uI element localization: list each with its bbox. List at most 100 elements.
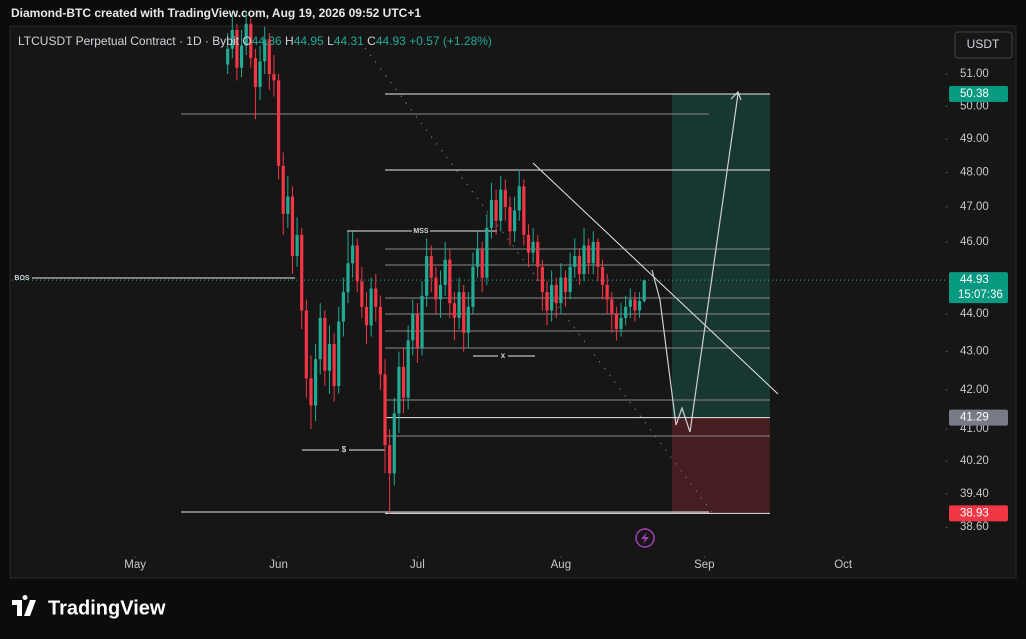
candle-body: [360, 281, 364, 307]
entry-tag: 41.29: [960, 412, 989, 424]
y-tick-label: 50.00: [960, 100, 989, 112]
candle-body: [346, 263, 350, 293]
candle-body: [573, 256, 577, 267]
candle-body: [323, 317, 327, 371]
candle-body: [605, 284, 609, 300]
candle-body: [434, 277, 438, 300]
candle-body: [526, 234, 531, 253]
candle-body: [383, 374, 387, 446]
legend-part: 44.93: [376, 34, 406, 48]
stop-tag: 38.93: [960, 507, 989, 519]
candle-body: [272, 74, 276, 81]
candle-body: [397, 366, 401, 414]
candle-body: [249, 23, 253, 59]
candle-body: [332, 344, 336, 387]
candle-body: [313, 359, 318, 406]
candle-body: [327, 344, 332, 371]
candle-body: [364, 306, 369, 326]
label-bg: [339, 445, 349, 455]
candle-body: [466, 306, 470, 333]
annotation: MSS: [413, 228, 429, 235]
candle-body: [295, 234, 299, 257]
legend-part: +0.57 (+1.28%): [409, 34, 492, 48]
target-tag: 50.38: [960, 88, 989, 100]
candle-body: [415, 314, 420, 348]
candle-body: [406, 340, 410, 398]
candle-body: [610, 299, 614, 315]
entry-tag-bg: [949, 409, 1008, 426]
y-tick-label: 40.20: [960, 455, 989, 467]
candle-body: [355, 245, 359, 282]
candle-body: [485, 227, 489, 278]
candle-body: [448, 259, 452, 304]
candle-body: [452, 303, 457, 318]
x-tick-label: Oct: [834, 559, 853, 571]
candle-body: [267, 39, 271, 75]
annotation: x: [501, 351, 506, 360]
candle-body: [401, 366, 406, 398]
candle-body: [512, 210, 517, 232]
candle-body: [429, 256, 433, 278]
drawings: BOS MSS x $: [14, 47, 779, 548]
label-bg: [412, 226, 430, 236]
candle-body: [318, 317, 322, 360]
candle-body: [637, 300, 642, 311]
candle-body: [619, 317, 623, 330]
candle-body: [374, 288, 378, 307]
event-icon[interactable]: [635, 528, 655, 548]
last-price-tag: 44.93: [960, 274, 989, 286]
candle-body: [258, 61, 262, 87]
y-tick-label: 39.40: [960, 488, 989, 500]
legend-part: 44.31: [334, 34, 364, 48]
candle-body: [309, 378, 313, 406]
candle-body: [239, 45, 244, 68]
candle-body: [508, 206, 512, 232]
candle-body: [369, 288, 373, 326]
candle-body: [600, 266, 605, 285]
currency-button[interactable]: [954, 31, 1013, 59]
header-mask: [0, 0, 1026, 26]
legend-part: L: [327, 34, 334, 48]
logo-text: TradingView: [48, 597, 166, 619]
candle-body: [591, 241, 595, 264]
label-bg: [498, 351, 508, 361]
candle-body: [411, 314, 415, 341]
stop-tag-bg: [949, 505, 1008, 522]
y-tick-label: 48.00: [960, 167, 989, 179]
candle-body: [480, 248, 484, 278]
header: Diamond-BTC created with TradingView.com…: [11, 6, 421, 20]
chart-pane: [9, 25, 1017, 579]
candle-body: [628, 299, 632, 307]
event-icon-bolt: [641, 532, 649, 544]
candle-body: [494, 200, 498, 221]
candle-body: [531, 241, 535, 253]
legend-part: 44.36: [252, 34, 282, 48]
candle-body: [351, 245, 355, 264]
candle-body: [545, 292, 549, 311]
x-tick-label: Jul: [410, 559, 425, 571]
annotation: $: [342, 445, 347, 454]
candle-body: [499, 189, 503, 221]
candle-body: [392, 413, 396, 474]
candle-body: [286, 196, 290, 214]
candle-body: [337, 321, 341, 387]
candle-body: [457, 292, 461, 318]
candle-body: [614, 314, 619, 330]
candle-body: [341, 292, 345, 322]
candle-body: [550, 284, 554, 311]
legend-part: H: [285, 34, 294, 48]
candle-body: [244, 23, 248, 46]
logo-mark: [12, 595, 36, 616]
x-tick-label: May: [124, 559, 146, 571]
y-tick-label: 43.00: [960, 346, 989, 358]
target-tag-bg: [949, 85, 1008, 102]
x-tick-label: Aug: [551, 559, 571, 571]
candle-body: [253, 58, 258, 87]
candle-body: [540, 266, 544, 293]
candle-body: [582, 245, 586, 275]
trendline: [532, 162, 779, 395]
candle-body: [276, 80, 281, 166]
candle-body: [300, 234, 304, 311]
candle-body: [378, 306, 382, 375]
